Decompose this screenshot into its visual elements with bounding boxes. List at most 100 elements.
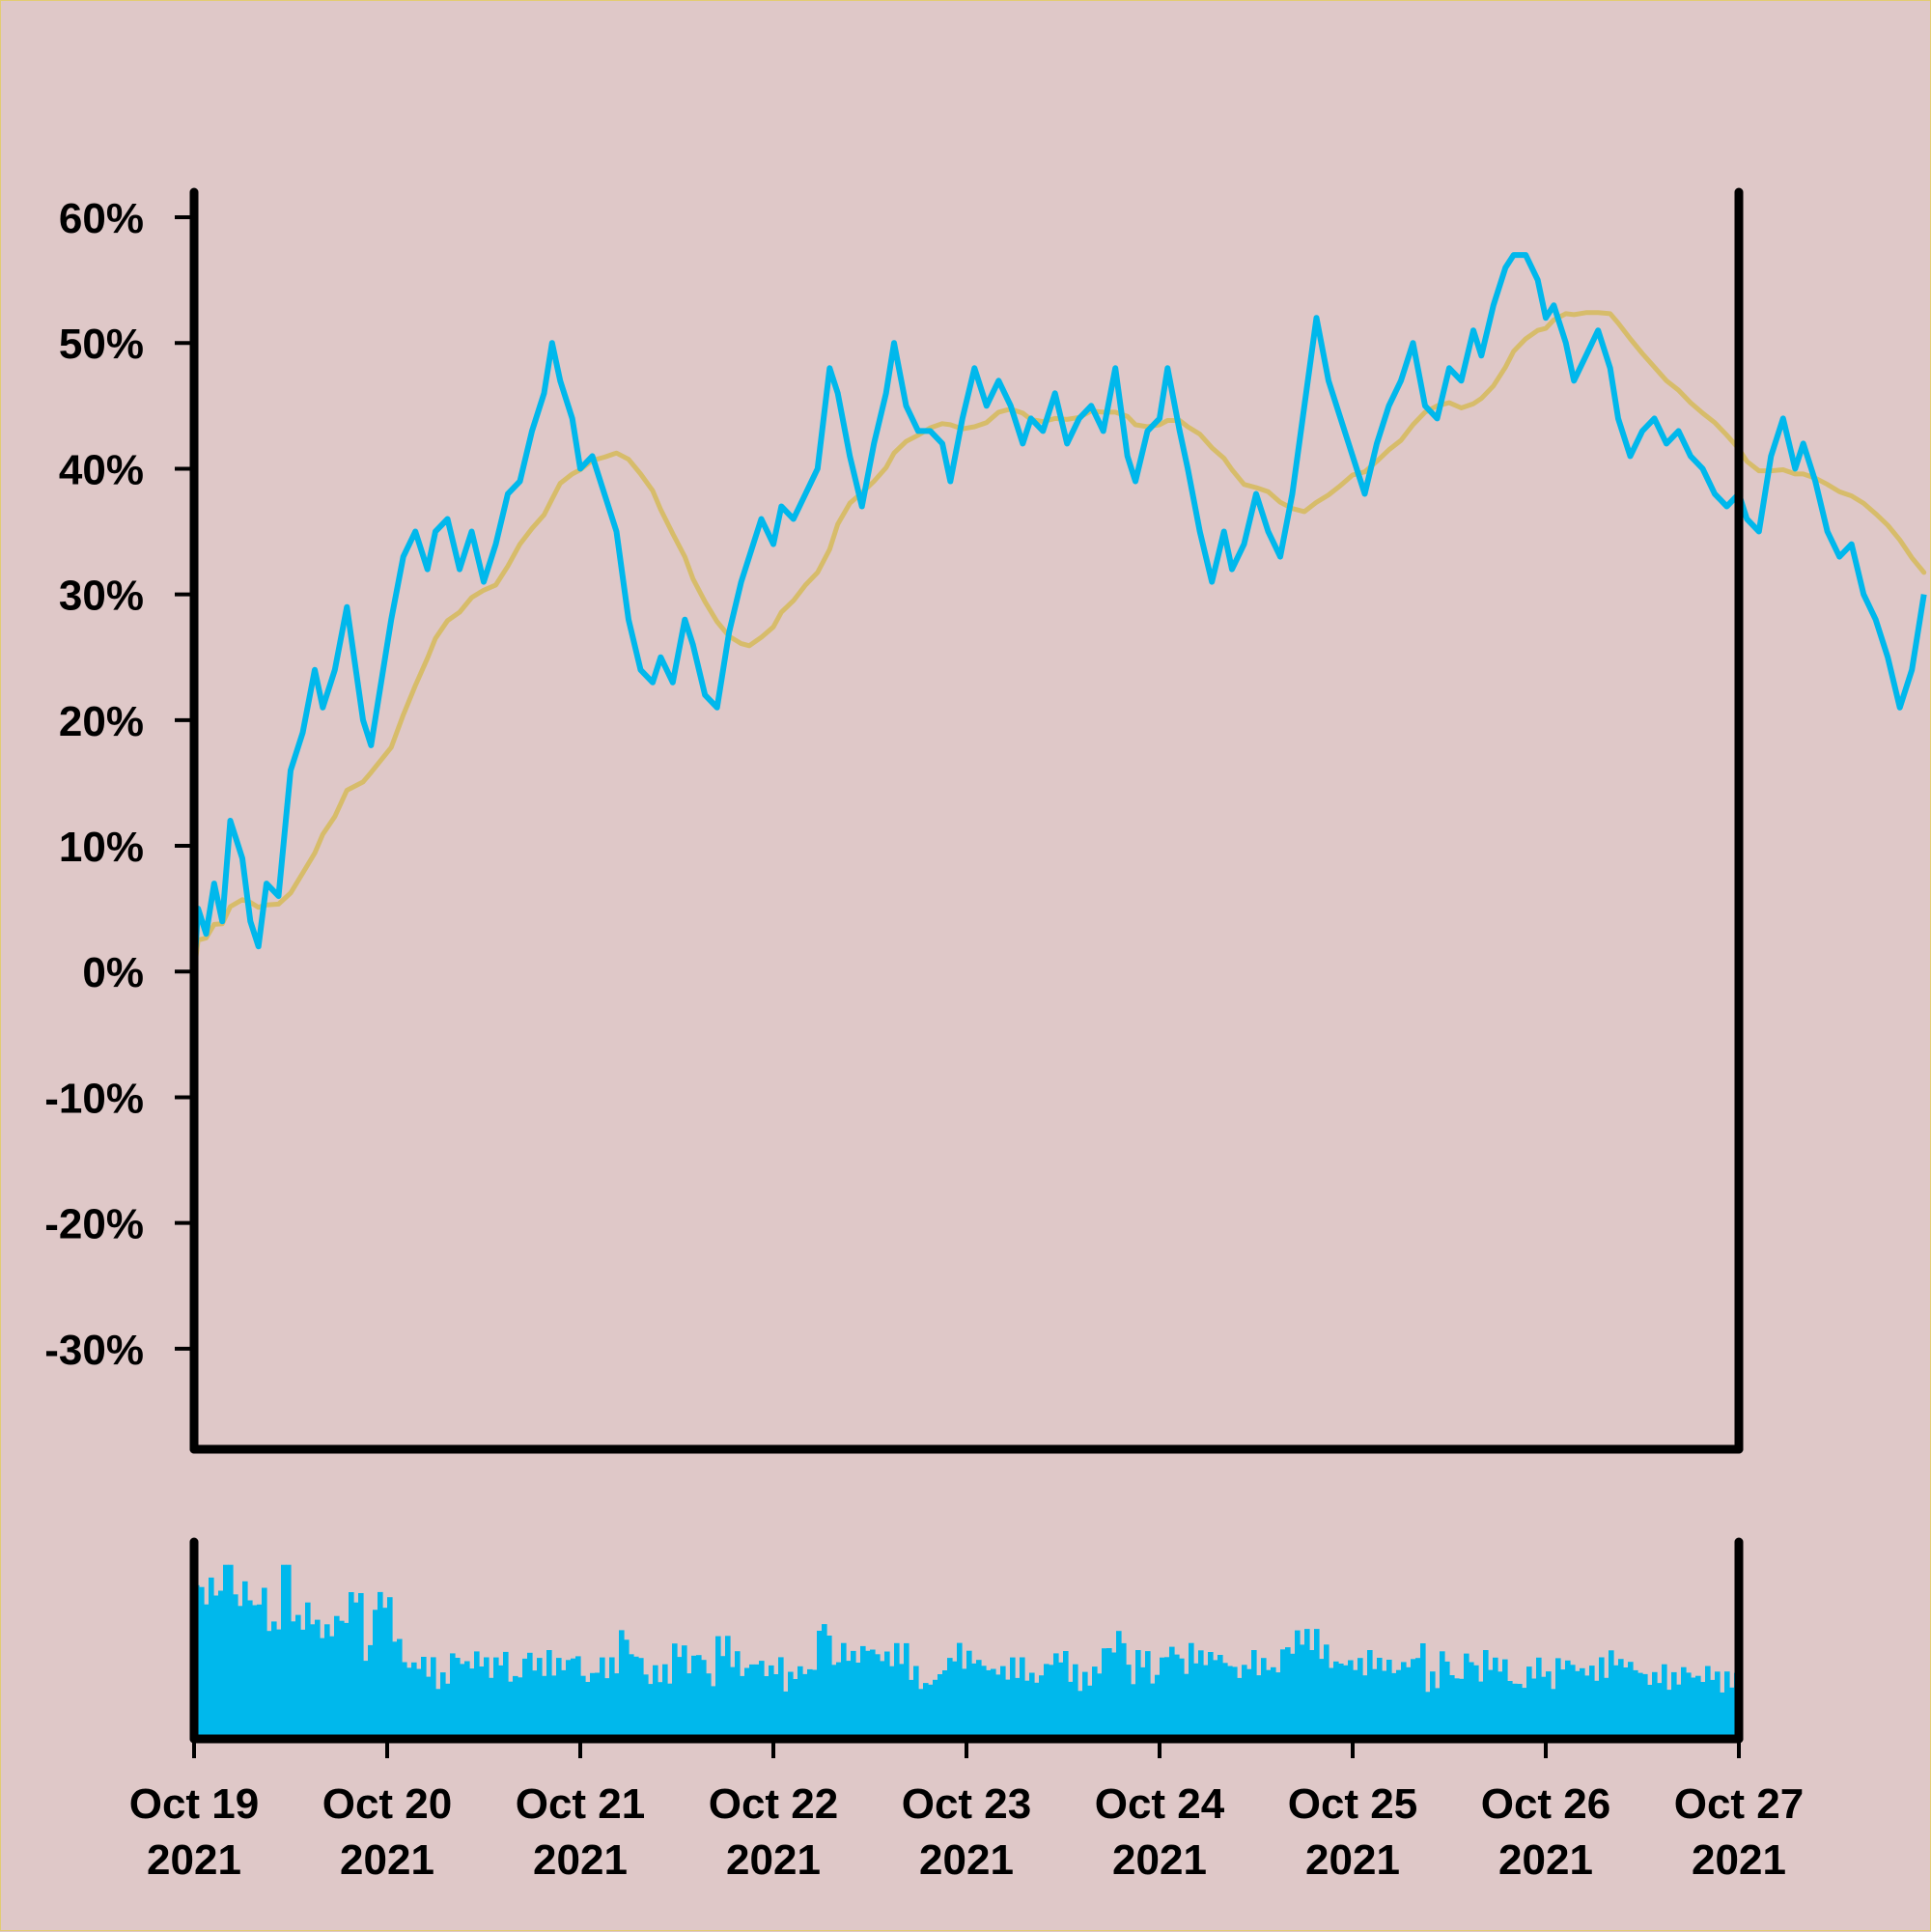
y-tick-label: -10% <box>44 1075 144 1122</box>
volume-bar <box>1715 1671 1721 1739</box>
volume-bar <box>1348 1660 1354 1739</box>
volume-bar <box>1155 1674 1161 1739</box>
volume-bar <box>431 1657 436 1739</box>
volume-bar <box>798 1666 803 1739</box>
volume-bar <box>1343 1665 1349 1739</box>
volume-bar <box>1357 1658 1363 1739</box>
volume-bar <box>976 1660 982 1739</box>
volume-bar <box>1541 1676 1547 1739</box>
volume-bar <box>860 1645 866 1739</box>
volume-bar <box>730 1666 736 1739</box>
x-tick-label-date: Oct 25 <box>1288 1780 1418 1828</box>
volume-bar <box>300 1629 306 1739</box>
volume-bar <box>1382 1670 1387 1739</box>
volume-bar <box>938 1674 943 1739</box>
volume-bar <box>962 1668 967 1739</box>
volume-bar <box>904 1642 910 1739</box>
volume-bar <box>324 1624 330 1739</box>
volume-bar <box>1304 1629 1310 1739</box>
volume-bar <box>1145 1651 1151 1739</box>
volume-bar <box>508 1681 514 1739</box>
volume-bar <box>1609 1650 1614 1739</box>
volume-bar <box>1184 1673 1189 1739</box>
volume-bar <box>1333 1661 1339 1739</box>
volume-bar <box>551 1675 557 1739</box>
volume-bar <box>276 1629 282 1739</box>
volume-bar <box>667 1683 673 1739</box>
volume-bar <box>1623 1667 1629 1739</box>
volume-bar <box>831 1665 837 1739</box>
volume-bar <box>363 1661 369 1739</box>
volume-bar <box>1512 1683 1518 1739</box>
volume-bar <box>1584 1675 1590 1739</box>
volume-bar <box>271 1621 277 1739</box>
volume-bar <box>1256 1675 1262 1739</box>
volume-bar <box>479 1666 485 1739</box>
volume-bar <box>242 1581 248 1739</box>
volume-bar <box>899 1664 905 1739</box>
volume-bar <box>1459 1678 1465 1739</box>
volume-bar <box>614 1673 620 1739</box>
volume-bar <box>281 1564 287 1739</box>
volume-bar <box>1044 1664 1049 1739</box>
volume-bar <box>759 1661 765 1739</box>
volume-bar <box>1454 1678 1460 1739</box>
volume-bar <box>537 1658 543 1739</box>
volume-bar <box>1319 1659 1325 1739</box>
volume-bar <box>402 1662 407 1739</box>
volume-bar <box>1657 1683 1663 1739</box>
volume-bar <box>802 1673 808 1739</box>
volume-bar <box>262 1587 267 1739</box>
volume-bar <box>1618 1659 1624 1739</box>
x-tick-label-year: 2021 <box>340 1836 434 1884</box>
volume-bar <box>445 1683 451 1739</box>
volume-bar <box>913 1666 919 1739</box>
volume-bar <box>1604 1677 1609 1739</box>
volume-bar <box>1029 1672 1035 1739</box>
volume-bar <box>1580 1667 1585 1739</box>
volume-bar <box>1522 1688 1527 1739</box>
volume-bar <box>981 1666 987 1739</box>
volume-bar <box>672 1643 678 1739</box>
volume-bar <box>1401 1662 1407 1739</box>
volume-bar <box>1517 1684 1523 1739</box>
volume-bar <box>1551 1689 1556 1739</box>
volume-bar <box>788 1671 794 1739</box>
volume-bar <box>783 1691 789 1739</box>
volume-bar <box>305 1602 311 1739</box>
volume-bar <box>315 1619 321 1739</box>
volume-bar <box>696 1655 702 1739</box>
volume-bar <box>1440 1651 1445 1739</box>
volume-bar <box>546 1650 552 1739</box>
volume-bar <box>749 1664 755 1739</box>
volume-bar <box>378 1591 383 1739</box>
volume-bar <box>440 1672 446 1739</box>
volume-bar <box>1589 1666 1595 1739</box>
y-tick-label: 60% <box>59 195 144 242</box>
volume-bar <box>855 1663 861 1739</box>
volume-bar <box>286 1564 292 1739</box>
volume-bar <box>1526 1666 1532 1739</box>
volume-bar <box>1710 1679 1716 1739</box>
volume-bar <box>966 1650 972 1739</box>
y-tick-label: -20% <box>44 1201 144 1248</box>
volume-bar <box>252 1605 258 1739</box>
volume-bar <box>1068 1681 1074 1739</box>
volume-bar <box>1135 1650 1141 1739</box>
volume-bar <box>1700 1682 1706 1739</box>
price-line <box>191 252 1927 972</box>
volume-bar <box>1444 1661 1450 1739</box>
x-tick-label-year: 2021 <box>726 1836 821 1884</box>
volume-bar <box>1131 1684 1136 1739</box>
volume-bar <box>1353 1669 1358 1739</box>
volume-bar <box>1111 1652 1117 1739</box>
volume-bar <box>851 1650 856 1739</box>
volume-bar <box>822 1624 827 1739</box>
volume-bar <box>387 1597 393 1739</box>
volume-bar <box>1010 1657 1016 1739</box>
volume-bar <box>793 1679 798 1739</box>
volume-bar <box>1575 1670 1581 1739</box>
volume-bar <box>942 1670 948 1739</box>
